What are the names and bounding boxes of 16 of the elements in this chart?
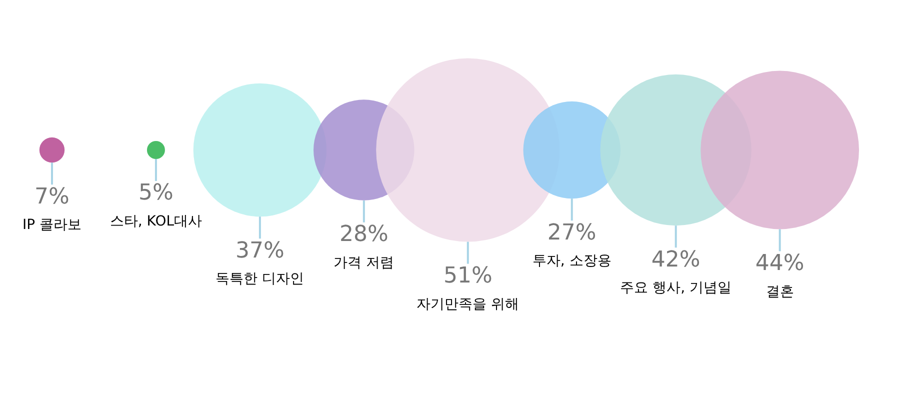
data-label: 44% bbox=[755, 250, 804, 276]
category-label: 자기만족을 위해 bbox=[416, 296, 520, 312]
data-label: 42% bbox=[651, 247, 700, 272]
category-label: 가격 저렴 bbox=[334, 255, 394, 272]
data-label: 51% bbox=[443, 264, 492, 289]
data-label: 37% bbox=[235, 238, 284, 264]
category-label: IP 콜라보 bbox=[22, 217, 82, 234]
data-label: 27% bbox=[547, 220, 596, 246]
category-label: 투자, 소장용 bbox=[532, 253, 612, 270]
category-label: 결혼 bbox=[766, 284, 794, 300]
category-label: 주요 행사, 기념일 bbox=[620, 280, 732, 296]
data-label: 28% bbox=[339, 222, 388, 248]
data-label: 5% bbox=[138, 180, 174, 206]
category-label: 독특한 디자인 bbox=[216, 271, 304, 288]
data-label: 7% bbox=[34, 184, 70, 210]
category-label: 스타, KOL대사 bbox=[110, 214, 202, 230]
